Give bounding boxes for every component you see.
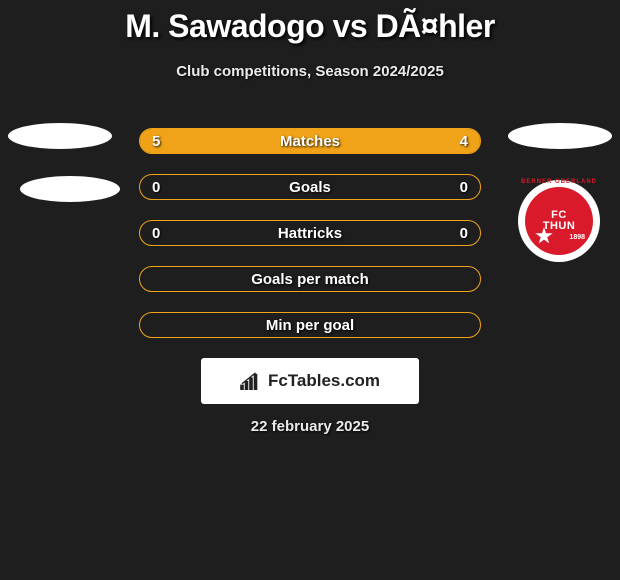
stat-value-right: 4 [460,129,468,153]
stat-label: Hattricks [140,221,480,245]
club-badge-inner: FC THUN 1898 [525,187,593,255]
stat-row-min-per-goal: Min per goal [139,312,481,338]
page-title: M. Sawadogo vs DÃ¤hler [0,0,620,45]
stat-row-goals: 0 Goals 0 [139,174,481,200]
stat-label: Goals [140,175,480,199]
player-left-photo-placeholder [8,123,112,149]
page-subtitle: Club competitions, Season 2024/2025 [0,63,620,80]
stat-value-right: 0 [460,175,468,199]
stat-row-matches: 5 Matches 4 [139,128,481,154]
stat-row-goals-per-match: Goals per match [139,266,481,292]
page-date: 22 february 2025 [0,418,620,435]
player-right-club-badge: BERNER OBERLAND FC THUN 1898 [518,180,600,262]
stat-label: Goals per match [140,267,480,291]
player-right-photo-placeholder [508,123,612,149]
club-badge-ring-text: BERNER OBERLAND [518,179,600,185]
club-badge-main-text: FC THUN [542,210,576,232]
watermark-text: FcTables.com [268,371,380,391]
club-badge-year: 1898 [569,234,585,241]
stat-label: Min per goal [140,313,480,337]
stat-row-hattricks: 0 Hattricks 0 [139,220,481,246]
bar-chart-icon [240,372,262,390]
stats-container: 5 Matches 4 0 Goals 0 0 Hattricks 0 Goal… [139,128,481,338]
player-left-club-placeholder [20,176,120,202]
watermark-box: FcTables.com [201,358,419,404]
stat-label: Matches [140,129,480,153]
stat-value-right: 0 [460,221,468,245]
